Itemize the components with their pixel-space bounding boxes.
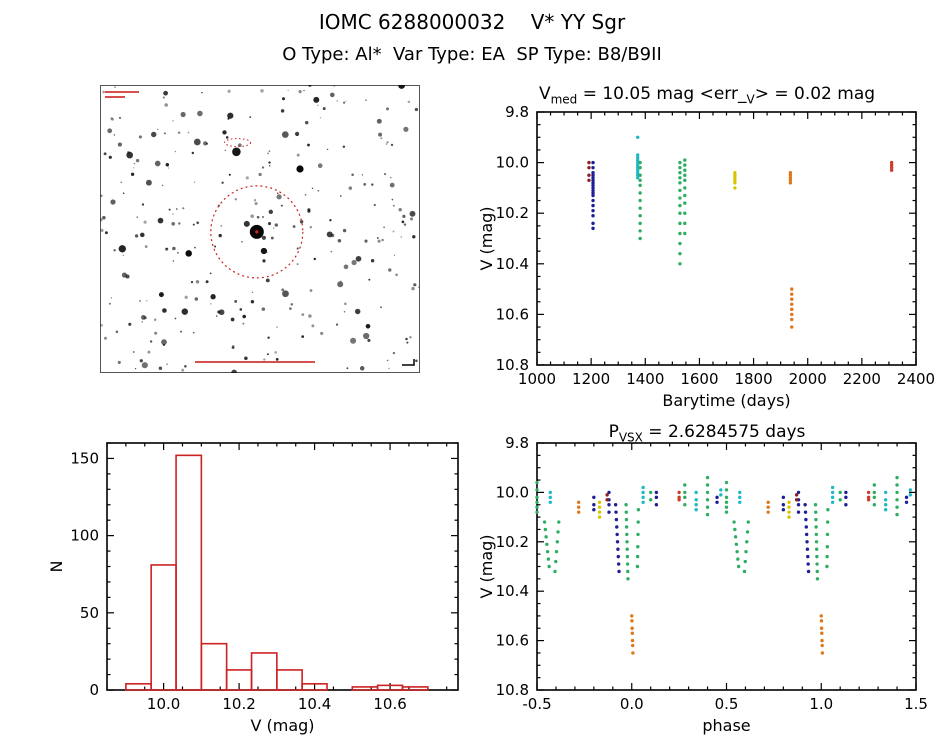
svg-text:-0.5: -0.5: [522, 695, 551, 713]
phase-plot: PVSX = 2.6284575 days -0.5 0.0 0.5 1.0 1.5 9.…: [470, 418, 944, 747]
svg-text:1800: 1800: [734, 370, 772, 388]
svg-text:0: 0: [89, 681, 99, 699]
svg-text:10.2: 10.2: [496, 533, 529, 551]
svg-text:1.0: 1.0: [809, 695, 833, 713]
svg-text:1400: 1400: [626, 370, 664, 388]
svg-text:10.4: 10.4: [496, 582, 529, 600]
phase-title: PVSX = 2.6284575 days: [608, 422, 806, 445]
svg-text:10.2: 10.2: [496, 204, 529, 222]
svg-text:2000: 2000: [789, 370, 827, 388]
svg-text:10.6: 10.6: [373, 695, 406, 713]
svg-text:100: 100: [70, 527, 99, 545]
svg-text:10.2: 10.2: [222, 695, 255, 713]
svg-text:1000: 1000: [518, 370, 556, 388]
svg-text:2400: 2400: [897, 370, 935, 388]
svg-text:V (mag): V (mag): [250, 716, 314, 735]
histogram-plot: 10.0 10.2 10.4 10.6 0 50 100 150 V (mag) N: [40, 430, 470, 747]
svg-text:10.6: 10.6: [496, 305, 529, 323]
lightcurve-svg: 1000 1200 1400 1600 1800 2000 2200 2400 9.8 10.0 1…: [477, 103, 935, 410]
histogram-svg: 10.0 10.2 10.4 10.6 0 50 100 150 V (mag) N: [47, 442, 459, 735]
svg-text:10.0: 10.0: [496, 483, 529, 501]
svg-text:10.8: 10.8: [496, 356, 529, 374]
finder-svg: [100, 85, 420, 373]
lightcurve-plot: Vmed = 10.05 mag <err_V> = 0.02 mag 1000…: [470, 80, 944, 420]
svg-text:0.0: 0.0: [620, 695, 644, 713]
svg-text:phase: phase: [702, 716, 750, 735]
svg-text:V (mag): V (mag): [477, 534, 496, 598]
page-subtitle: O Type: Al* Var Type: EA SP Type: B8/B9I…: [282, 44, 662, 65]
phase-svg: -0.5 0.0 0.5 1.0 1.5 9.8 10.0 10.2 10.4 10.6 10.8 p…: [477, 434, 928, 735]
svg-text:10.4: 10.4: [298, 695, 331, 713]
svg-text:10.4: 10.4: [496, 255, 529, 273]
svg-text:150: 150: [70, 449, 99, 467]
svg-text:0.5: 0.5: [715, 695, 739, 713]
svg-text:10.0: 10.0: [147, 695, 180, 713]
svg-text:V (mag): V (mag): [477, 206, 496, 270]
svg-text:1.5: 1.5: [904, 695, 928, 713]
svg-text:10.6: 10.6: [496, 632, 529, 650]
svg-text:9.8: 9.8: [505, 103, 529, 121]
finder-chart-image: [100, 85, 420, 373]
svg-text:9.8: 9.8: [505, 434, 529, 452]
svg-text:Barytime (days): Barytime (days): [662, 391, 790, 410]
svg-text:1200: 1200: [572, 370, 610, 388]
svg-text:10.0: 10.0: [496, 154, 529, 172]
svg-text:1600: 1600: [680, 370, 718, 388]
svg-text:10.8: 10.8: [496, 681, 529, 699]
lightcurve-title: Vmed = 10.05 mag <err_V> = 0.02 mag: [538, 84, 876, 107]
svg-text:2200: 2200: [843, 370, 881, 388]
svg-text:50: 50: [80, 604, 99, 622]
page-title: IOMC 6288000032 V* YY Sgr: [318, 10, 626, 34]
svg-text:N: N: [47, 561, 66, 573]
